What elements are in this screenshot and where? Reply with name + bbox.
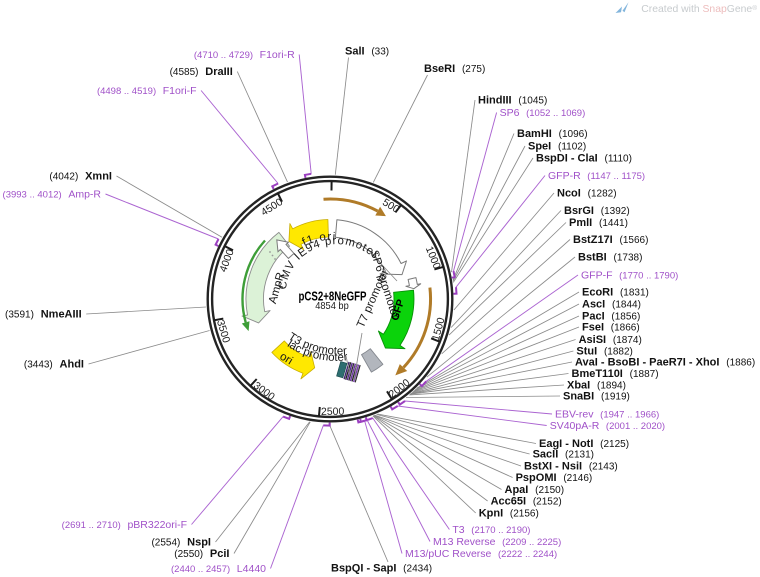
svg-text:2500: 2500 [321, 406, 345, 418]
svg-text:BspDI - ClaI (1110): BspDI - ClaI (1110) [536, 153, 632, 165]
svg-text:(2691 .. 2710) pBR322ori-F: (2691 .. 2710) pBR322ori-F [62, 519, 187, 531]
svg-text:XbaI (1894): XbaI (1894) [567, 380, 626, 392]
svg-text:(3591) NmeAIII: (3591) NmeAIII [5, 309, 82, 321]
svg-text:EcoRI (1831): EcoRI (1831) [582, 287, 649, 299]
svg-text:(2440 .. 2457) L4440: (2440 .. 2457) L4440 [171, 563, 266, 575]
svg-text:BsrGI (1392): BsrGI (1392) [564, 205, 630, 217]
svg-text:(4585) DraIII: (4585) DraIII [170, 66, 233, 78]
svg-text:SV40pA-R (2001 .. 2020): SV40pA-R (2001 .. 2020) [550, 420, 665, 432]
svg-text:(3443) AhdI: (3443) AhdI [24, 359, 84, 371]
svg-text:T3 (2170 .. 2190): T3 (2170 .. 2190) [452, 524, 530, 536]
svg-text:PmlI (1441): PmlI (1441) [569, 217, 628, 229]
svg-text:(4042) XmnI: (4042) XmnI [49, 171, 112, 183]
svg-text:PspOMI (2146): PspOMI (2146) [516, 472, 593, 484]
svg-text:BstBI (1738): BstBI (1738) [578, 252, 642, 264]
svg-text:KpnI (2156): KpnI (2156) [479, 508, 539, 520]
svg-text:GFP-R (1147 .. 1175): GFP-R (1147 .. 1175) [548, 170, 645, 182]
svg-text:GFP-F (1770 .. 1790): GFP-F (1770 .. 1790) [581, 270, 678, 282]
svg-text:EagI - NotI (2125): EagI - NotI (2125) [539, 438, 629, 450]
svg-text:BseRI (275): BseRI (275) [424, 63, 485, 75]
svg-text:AsiSI (1874): AsiSI (1874) [579, 334, 642, 346]
svg-text:AvaI - BsoBI - PaeR7I - XhoI (: AvaI - BsoBI - PaeR7I - XhoI (1886) [575, 357, 755, 369]
svg-text:PacI (1856): PacI (1856) [582, 311, 640, 323]
svg-text:Acc65I (2152): Acc65I (2152) [491, 496, 562, 508]
svg-text:BspQI - SapI (2434): BspQI - SapI (2434) [331, 563, 432, 575]
svg-text:ori: ori [277, 350, 294, 367]
svg-text:HindIII (1045): HindIII (1045) [478, 95, 547, 107]
svg-text:(2550) PciI: (2550) PciI [174, 548, 229, 560]
svg-text:StuI (1882): StuI (1882) [576, 346, 632, 358]
svg-text:(4498 .. 4519) F1ori-F: (4498 .. 4519) F1ori-F [97, 85, 197, 97]
svg-text:EBV-rev (1947 .. 1966): EBV-rev (1947 .. 1966) [555, 409, 659, 421]
svg-text:SacII (2131): SacII (2131) [533, 449, 594, 461]
svg-text:BamHI (1096): BamHI (1096) [517, 128, 588, 140]
svg-text:BmeT110I (1887): BmeT110I (1887) [572, 368, 659, 380]
svg-text:SnaBI (1919): SnaBI (1919) [563, 391, 630, 403]
svg-text:SpeI (1102): SpeI (1102) [528, 141, 586, 153]
svg-text:BstXI - NsiI (2143): BstXI - NsiI (2143) [524, 461, 618, 473]
svg-text:(3993 .. 4012) Amp-R: (3993 .. 4012) Amp-R [3, 189, 102, 201]
svg-text:SP6 (1052 .. 1069): SP6 (1052 .. 1069) [500, 107, 586, 119]
svg-text:BstZ17I (1566): BstZ17I (1566) [573, 234, 648, 246]
svg-text:(4710 .. 4729) F1ori-R: (4710 .. 4729) F1ori-R [194, 49, 295, 61]
svg-text:ApaI (2150): ApaI (2150) [505, 484, 565, 496]
svg-text:FseI (1866): FseI (1866) [582, 322, 640, 334]
svg-text:M13/pUC Reverse (2222 .. 2244): M13/pUC Reverse (2222 .. 2244) [405, 548, 557, 560]
svg-text:AscI (1844): AscI (1844) [582, 299, 641, 311]
svg-text:1500: 1500 [430, 316, 448, 342]
svg-text:Created with SnapGene®: Created with SnapGene® [641, 4, 757, 15]
svg-text:4854 bp: 4854 bp [315, 300, 349, 312]
svg-text:(2554) NspI: (2554) NspI [151, 537, 211, 549]
svg-text:SalI (33): SalI (33) [345, 46, 389, 58]
svg-text:pCS2+8NeGFP: pCS2+8NeGFP [299, 290, 367, 304]
svg-text:NcoI (1282): NcoI (1282) [557, 188, 617, 200]
